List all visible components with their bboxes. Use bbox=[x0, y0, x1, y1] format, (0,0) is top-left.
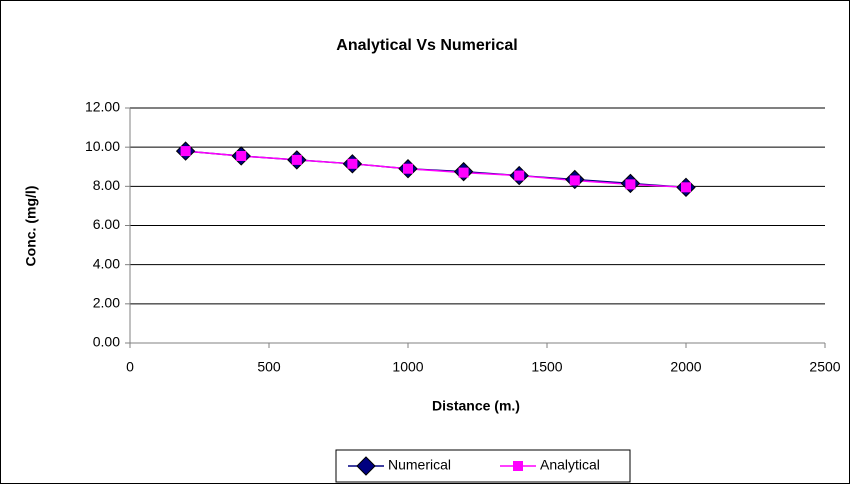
data-point bbox=[625, 179, 636, 190]
y-tick-label: 6.00 bbox=[93, 216, 120, 232]
y-tick-label: 8.00 bbox=[93, 177, 120, 193]
chart-title: Analytical Vs Numerical bbox=[336, 37, 517, 54]
y-tick-label: 0.00 bbox=[93, 334, 120, 350]
data-point bbox=[514, 170, 525, 181]
legend-marker bbox=[356, 456, 376, 476]
data-point bbox=[236, 150, 247, 161]
x-tick-label: 1000 bbox=[392, 359, 423, 375]
x-tick-label: 500 bbox=[257, 359, 281, 375]
data-point bbox=[180, 146, 191, 157]
data-point bbox=[347, 158, 358, 169]
legend-label: Numerical bbox=[388, 457, 451, 473]
x-tick-label: 1500 bbox=[531, 359, 562, 375]
data-point bbox=[458, 167, 469, 178]
y-tick-label: 10.00 bbox=[85, 138, 120, 154]
data-point bbox=[291, 154, 302, 165]
legend-marker bbox=[513, 461, 523, 471]
data-point bbox=[403, 163, 413, 174]
data-point bbox=[569, 175, 580, 186]
legend-box bbox=[335, 449, 631, 483]
data-point bbox=[681, 182, 691, 193]
x-tick-label: 0 bbox=[126, 359, 134, 375]
y-tick-label: 12.00 bbox=[85, 99, 120, 115]
y-tick-label: 2.00 bbox=[93, 295, 120, 311]
x-axis-title: Distance (m.) bbox=[432, 398, 520, 414]
x-tick-label: 2500 bbox=[809, 359, 840, 375]
y-tick-label: 4.00 bbox=[93, 255, 120, 271]
y-axis-title: Conc. (mg/l) bbox=[23, 186, 39, 267]
legend-label: Analytical bbox=[540, 457, 600, 473]
x-tick-label: 2000 bbox=[670, 359, 701, 375]
series-line bbox=[185, 150, 687, 189]
